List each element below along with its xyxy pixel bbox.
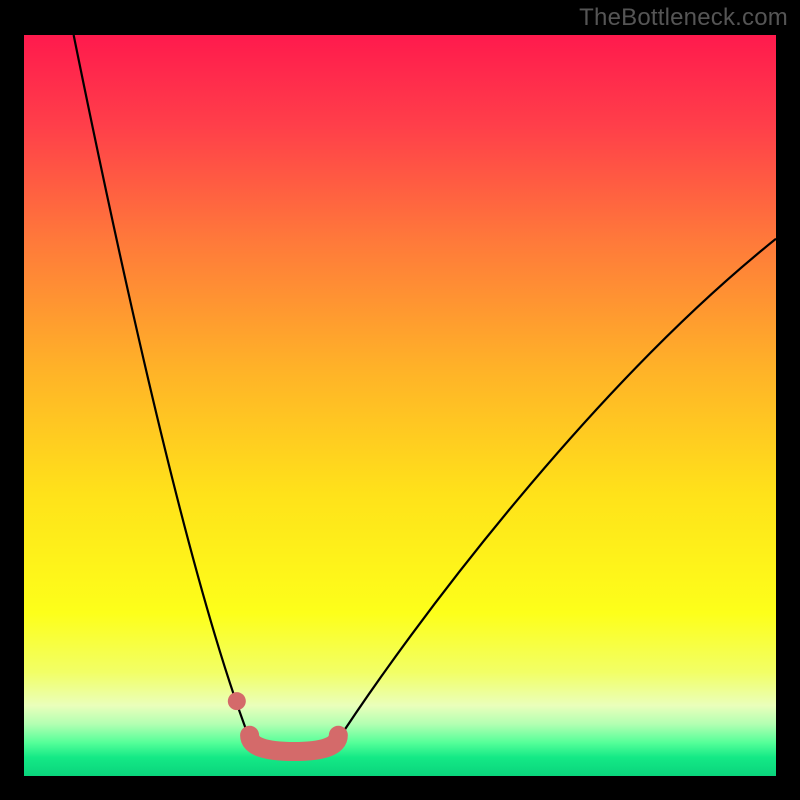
frame-right (776, 0, 800, 800)
chart-container: TheBottleneck.com (0, 0, 800, 800)
curve-overlay (24, 35, 776, 776)
watermark-text: TheBottleneck.com (579, 4, 788, 32)
highlight-dot (228, 692, 246, 710)
plot-area (24, 35, 776, 776)
frame-bottom (0, 776, 800, 800)
frame-left (0, 0, 24, 800)
bottleneck-highlight (250, 735, 339, 751)
